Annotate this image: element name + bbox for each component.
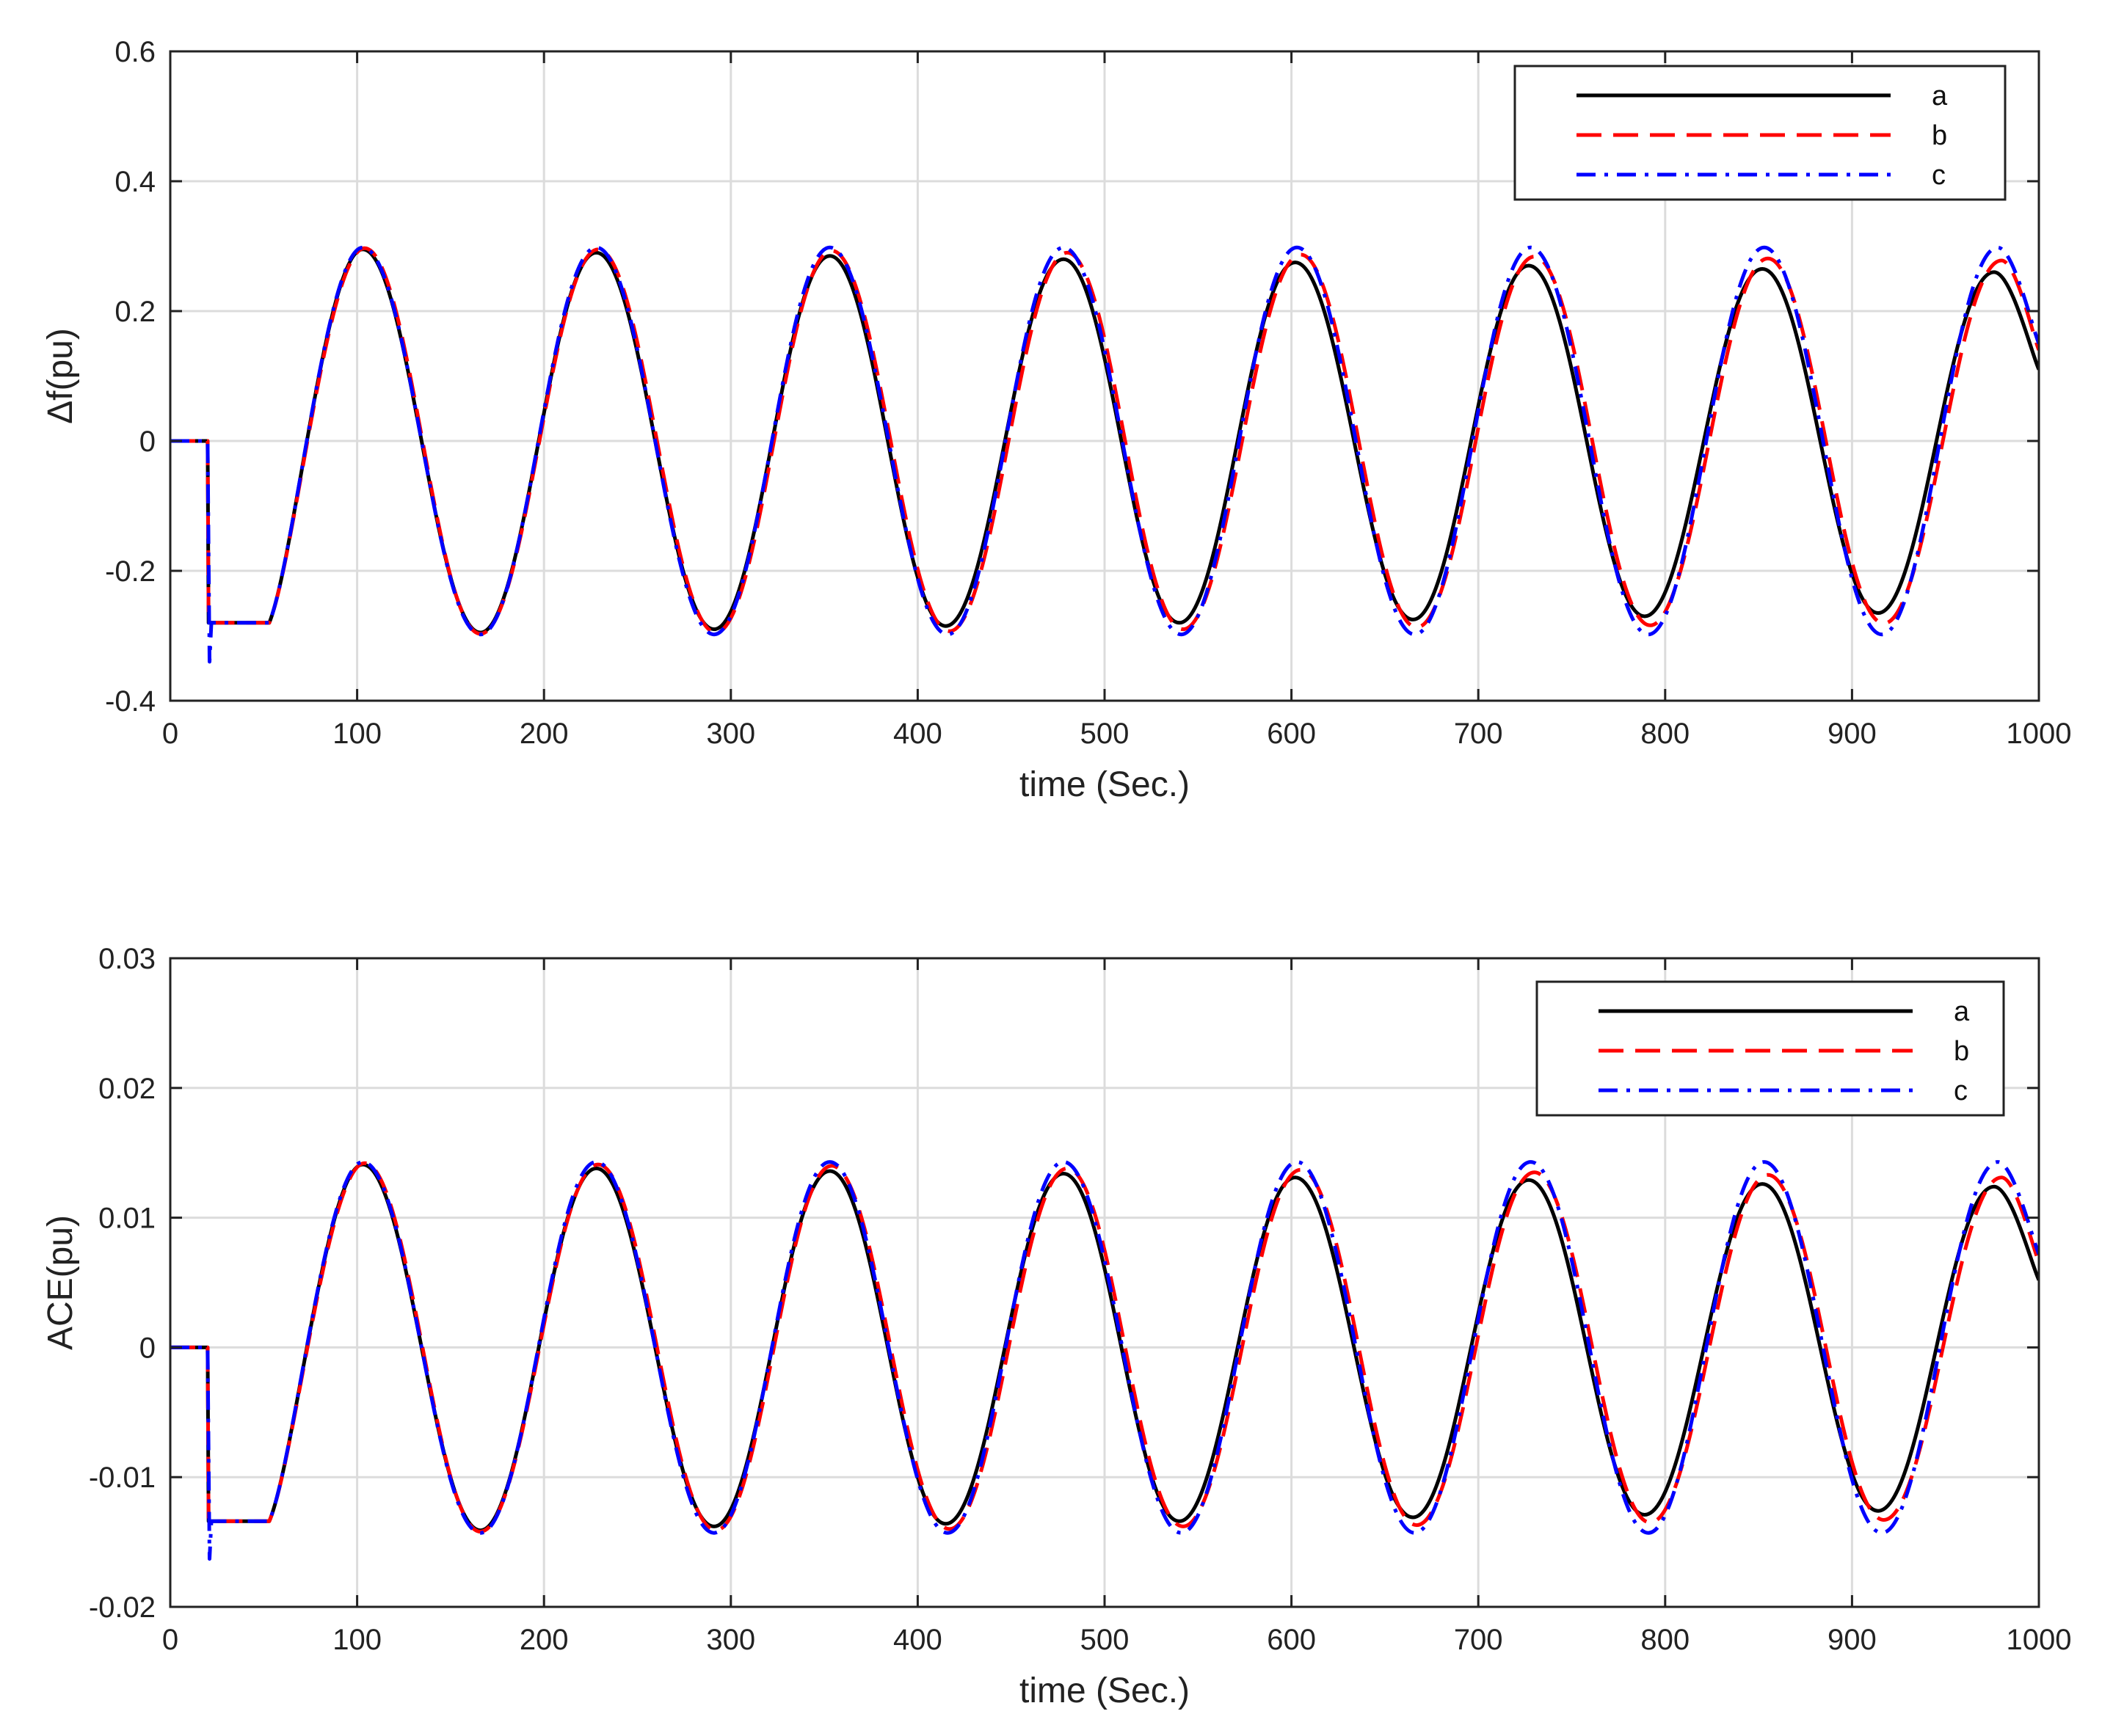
y-tick-label: -0.2	[105, 555, 156, 588]
y-tick-label: -0.01	[89, 1462, 156, 1494]
x-tick-label: 700	[1454, 1624, 1503, 1656]
plot-area	[170, 245, 2039, 664]
legend-label-b: b	[1954, 1036, 1969, 1067]
x-tick-label: 1000	[2007, 1624, 2072, 1656]
y-tick-label: 0.4	[114, 166, 156, 198]
series-c-line	[170, 1160, 2039, 1561]
x-tick-label: 0	[162, 1624, 178, 1656]
x-tick-label: 100	[332, 1624, 382, 1656]
y-axis-label: ACE(pu)	[41, 1215, 80, 1350]
x-tick-label: 300	[706, 1624, 755, 1656]
x-tick-label: 800	[1640, 1624, 1690, 1656]
y-tick-label: 0	[139, 1332, 156, 1364]
plot-area	[170, 1160, 2039, 1561]
chart-top: 0 100 200 300 400 500 600 700 800 900 1000 -0.4 -0.2…	[41, 36, 2071, 804]
y-tick-label: 0.02	[98, 1073, 156, 1105]
y-tick-label: 0	[139, 426, 156, 458]
x-tick-label: 100	[332, 718, 382, 750]
x-tick-label: 800	[1640, 718, 1690, 750]
legend: abc	[1513, 65, 2007, 201]
legend-label-b: b	[1932, 120, 1947, 151]
legend-label-a: a	[1954, 996, 1970, 1027]
chart-bottom: 0 100 200 300 400 500 600 700 800 900 1000 -0.02 -0.…	[41, 943, 2071, 1710]
x-axis-label: time (Sec.)	[1019, 765, 1190, 804]
x-tick-label: 600	[1267, 718, 1316, 750]
x-tick-label: 500	[1080, 718, 1130, 750]
x-tick-label: 1000	[2007, 718, 2072, 750]
x-tick-label: 400	[893, 1624, 942, 1656]
x-tick-label: 200	[520, 718, 569, 750]
x-tick-label: 400	[893, 718, 942, 750]
legend: abc	[1535, 980, 2005, 1117]
x-tick-label: 300	[706, 718, 755, 750]
y-tick-label: 0.2	[114, 296, 156, 328]
y-tick-label: -0.4	[105, 685, 156, 718]
legend-label-c: c	[1932, 160, 1946, 191]
legend-box	[1535, 980, 2005, 1117]
x-tick-label: 200	[520, 1624, 569, 1656]
y-axis-label: Δf(pu)	[41, 328, 80, 424]
legend-box	[1513, 65, 2007, 201]
x-tick-label: 900	[1828, 718, 1877, 750]
y-tick-label: 0.01	[98, 1203, 156, 1235]
legend-label-c: c	[1954, 1076, 1968, 1106]
legend-label-a: a	[1932, 81, 1948, 112]
series-c-line	[170, 245, 2039, 664]
x-tick-label: 900	[1828, 1624, 1877, 1656]
x-tick-label: 600	[1267, 1624, 1316, 1656]
y-tick-label: -0.02	[89, 1591, 156, 1624]
x-tick-label: 500	[1080, 1624, 1130, 1656]
y-tick-label: 0.6	[114, 36, 156, 68]
x-tick-label: 0	[162, 718, 178, 750]
y-tick-label: 0.03	[98, 943, 156, 975]
x-tick-label: 700	[1454, 718, 1503, 750]
x-axis-label: time (Sec.)	[1019, 1671, 1190, 1710]
